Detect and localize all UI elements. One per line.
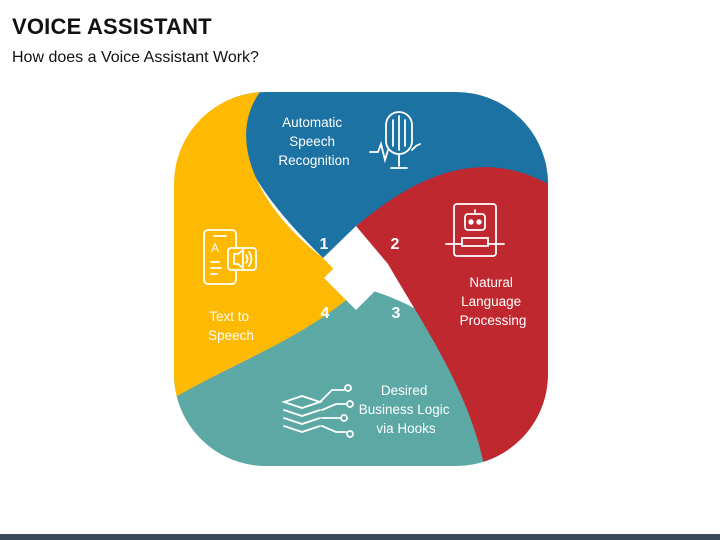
step-label-4: Text to Speech — [208, 309, 254, 343]
segment-4-tts — [174, 92, 356, 400]
step-number-2: 2 — [391, 236, 400, 253]
page-title: VOICE ASSISTANT — [12, 14, 212, 39]
segment-1-asr — [231, 92, 548, 258]
robot-tablet-icon — [445, 203, 505, 257]
center-diamond — [324, 246, 388, 310]
segment-3-business-logic — [174, 286, 500, 466]
microphone-fingerprint-icon — [369, 111, 421, 169]
svg-text:A: A — [211, 241, 219, 255]
segment-2-nlp — [356, 151, 548, 466]
step-label-3: Desired Business Logic via Hooks — [359, 383, 454, 436]
step-number-1: 1 — [320, 236, 329, 253]
step-label-2: Natural Language Processing — [460, 275, 527, 328]
page-subtitle: How does a Voice Assistant Work? — [12, 49, 259, 66]
phone-speaker-icon: A — [203, 229, 257, 285]
layers-network-icon — [281, 384, 354, 438]
step-number-3: 3 — [392, 305, 401, 322]
footer-bar — [0, 534, 720, 540]
step-label-1: Automatic Speech Recognition — [278, 115, 349, 168]
step-number-4: 4 — [321, 305, 330, 322]
